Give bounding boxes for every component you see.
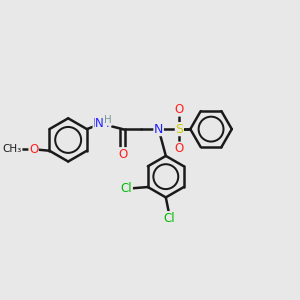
Text: O: O <box>118 148 127 161</box>
Text: NH: NH <box>93 117 111 130</box>
Text: S: S <box>176 123 183 136</box>
Text: O: O <box>175 103 184 116</box>
Text: CH₃: CH₃ <box>3 144 22 154</box>
Text: N: N <box>154 123 163 136</box>
Text: Cl: Cl <box>121 182 132 195</box>
Text: N: N <box>95 117 104 130</box>
Text: Cl: Cl <box>164 212 175 225</box>
Text: H: H <box>104 116 112 125</box>
Text: O: O <box>175 142 184 155</box>
Text: O: O <box>29 143 38 156</box>
